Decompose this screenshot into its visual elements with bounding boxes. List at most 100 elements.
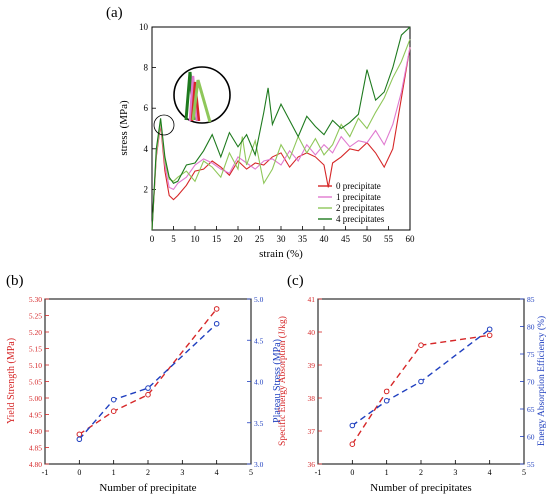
zoom-inset-peaks (184, 71, 212, 123)
y-tick-label-left-b: 5.30 (29, 295, 42, 304)
chart-panel-b: -1 0 1 2 3 4 5 4.80 4.85 4.90 4.95 5.00 5.05 5.10 5.15… (6, 295, 283, 494)
zoom-peak-light-green (191, 79, 212, 123)
data-point-b-right (213, 320, 220, 327)
x-tick-label-b: 0 (77, 468, 81, 477)
legend-label-a-2: 2 precipitates (336, 203, 385, 213)
y-tick-label-right-c: 75 (527, 350, 535, 359)
y-axis-label-left-b: Yield Strength (MPa) (6, 338, 17, 424)
y-tick-label-a: 2 (144, 184, 149, 194)
x-tick-label-a: 15 (212, 234, 222, 244)
y-tick-label-a: 6 (144, 103, 149, 113)
y-tick-label-a: 10 (139, 22, 149, 32)
data-point-b-left (110, 408, 117, 415)
data-point-b-right (76, 436, 83, 443)
x-tick-label-b: -1 (42, 468, 49, 477)
x-tick-label-a: 30 (277, 234, 287, 244)
axis-ticks-b: -1 0 1 2 3 4 5 4.80 4.85 4.90 4.95 5.00 5.05 5.10 5.15… (29, 295, 264, 477)
x-tick-label-c: 2 (419, 468, 423, 477)
y-tick-label-left-b: 5.00 (29, 394, 42, 403)
x-tick-label-a: 0 (150, 234, 155, 244)
series-group-a (151, 26, 411, 231)
x-tick-label-c: 0 (350, 468, 354, 477)
data-point-b-left (213, 306, 220, 312)
data-point-c-right (383, 397, 390, 404)
y-tick-label-right-b: 3.5 (254, 419, 264, 428)
y-tick-label-left-b: 4.80 (29, 460, 42, 469)
legend-label-a-1: 1 precipitate (336, 192, 381, 202)
y-axis-label-a: stress (MPa) (118, 100, 130, 156)
series-line-b-left (78, 308, 218, 435)
data-point-b-left (76, 431, 83, 438)
data-point-b-left (145, 391, 151, 398)
data-point-c-right (486, 326, 493, 333)
x-tick-label-c: -1 (315, 468, 322, 477)
x-tick-label-a: 35 (298, 234, 308, 244)
y-tick-label-left-b: 4.90 (29, 427, 42, 436)
legend-label-a-3: 4 precipitates (336, 214, 385, 224)
y-tick-label-right-c: 55 (527, 460, 535, 469)
x-tick-label-c: 3 (453, 468, 457, 477)
x-tick-label-b: 2 (146, 468, 150, 477)
x-tick-label-b: 5 (249, 468, 253, 477)
y-tick-label-left-c: 37 (308, 427, 316, 436)
y-tick-label-right-c: 70 (527, 378, 535, 387)
x-tick-label-b: 4 (215, 468, 219, 477)
x-tick-label-a: 45 (341, 234, 351, 244)
chart-panel-a: 0 5 10 15 20 25 30 35 40 45 50 55 60 2 4 6 8 10 strain (%… (118, 22, 415, 260)
x-axis-label-c: Number of precipitates (370, 482, 471, 494)
legend-label-a-0: 0 precipitate (336, 181, 381, 191)
series-line-c-left (351, 334, 490, 445)
x-tick-label-a: 50 (363, 234, 373, 244)
chart-panel-c: -1 0 1 2 3 4 5 36 37 38 39 40 41 55 60 65 70 75 80 85 Numbe… (277, 295, 547, 494)
y-tick-label-left-b: 5.15 (29, 345, 42, 354)
y-tick-label-right-b: 5.0 (254, 295, 264, 304)
y-axis-label-left-c: Specific Energy Absorption (J/kg) (277, 316, 288, 446)
x-tick-label-c: 4 (488, 468, 492, 477)
series-group-c (349, 326, 493, 448)
data-point-b-right (110, 396, 117, 403)
y-tick-label-left-c: 36 (308, 460, 316, 469)
y-tick-label-left-b: 5.25 (29, 312, 42, 321)
y-tick-label-left-c: 40 (308, 328, 316, 337)
y-tick-label-right-b: 4.0 (254, 378, 264, 387)
y-tick-label-left-b: 5.05 (29, 378, 42, 387)
y-tick-label-left-b: 4.85 (29, 444, 42, 453)
data-point-c-left (349, 441, 356, 448)
y-tick-label-right-b: 3.0 (254, 460, 264, 469)
y-tick-label-a: 4 (144, 144, 149, 154)
y-tick-label-right-c: 65 (527, 405, 535, 414)
data-point-b-right (145, 385, 151, 391)
plot-frame-b (44, 298, 252, 465)
y-axis-label-right-c: Energy Absorption Efficiency (%) (536, 316, 547, 446)
x-tick-label-c: 5 (522, 468, 526, 477)
y-tick-label-left-c: 38 (308, 394, 316, 403)
panel-label-a: (a) (106, 5, 123, 21)
data-point-c-left (383, 388, 390, 395)
data-point-c-right (349, 422, 356, 429)
series-line-b-right (78, 323, 218, 440)
axis-ticks-c: -1 0 1 2 3 4 5 36 37 38 39 40 41 55 60 65 70 75 80 85 (308, 295, 535, 477)
y-tick-label-left-b: 5.10 (29, 361, 42, 370)
x-tick-label-a: 5 (171, 234, 176, 244)
x-tick-label-a: 20 (234, 234, 244, 244)
x-tick-label-a: 40 (320, 234, 330, 244)
x-tick-label-b: 1 (112, 468, 116, 477)
zoom-marker-circle (153, 114, 175, 136)
x-tick-label-a: 25 (255, 234, 265, 244)
x-tick-label-b: 3 (180, 468, 184, 477)
series-line-a-3 (151, 26, 411, 231)
y-tick-label-right-b: 4.5 (254, 336, 264, 345)
series-line-c-right (351, 328, 491, 427)
x-tick-label-a: 60 (406, 234, 416, 244)
y-tick-label-left-b: 5.20 (29, 328, 42, 337)
x-axis-label-b: Number of precipitate (99, 482, 196, 494)
y-tick-label-right-c: 60 (527, 433, 535, 442)
data-point-c-right (418, 378, 424, 385)
series-line-a-1 (151, 47, 411, 231)
x-tick-label-c: 1 (385, 468, 389, 477)
y-axis-label-right-b: Plateau Stress (MPa) (272, 339, 283, 423)
y-tick-label-left-c: 41 (308, 295, 316, 304)
series-line-a-2 (151, 39, 411, 231)
